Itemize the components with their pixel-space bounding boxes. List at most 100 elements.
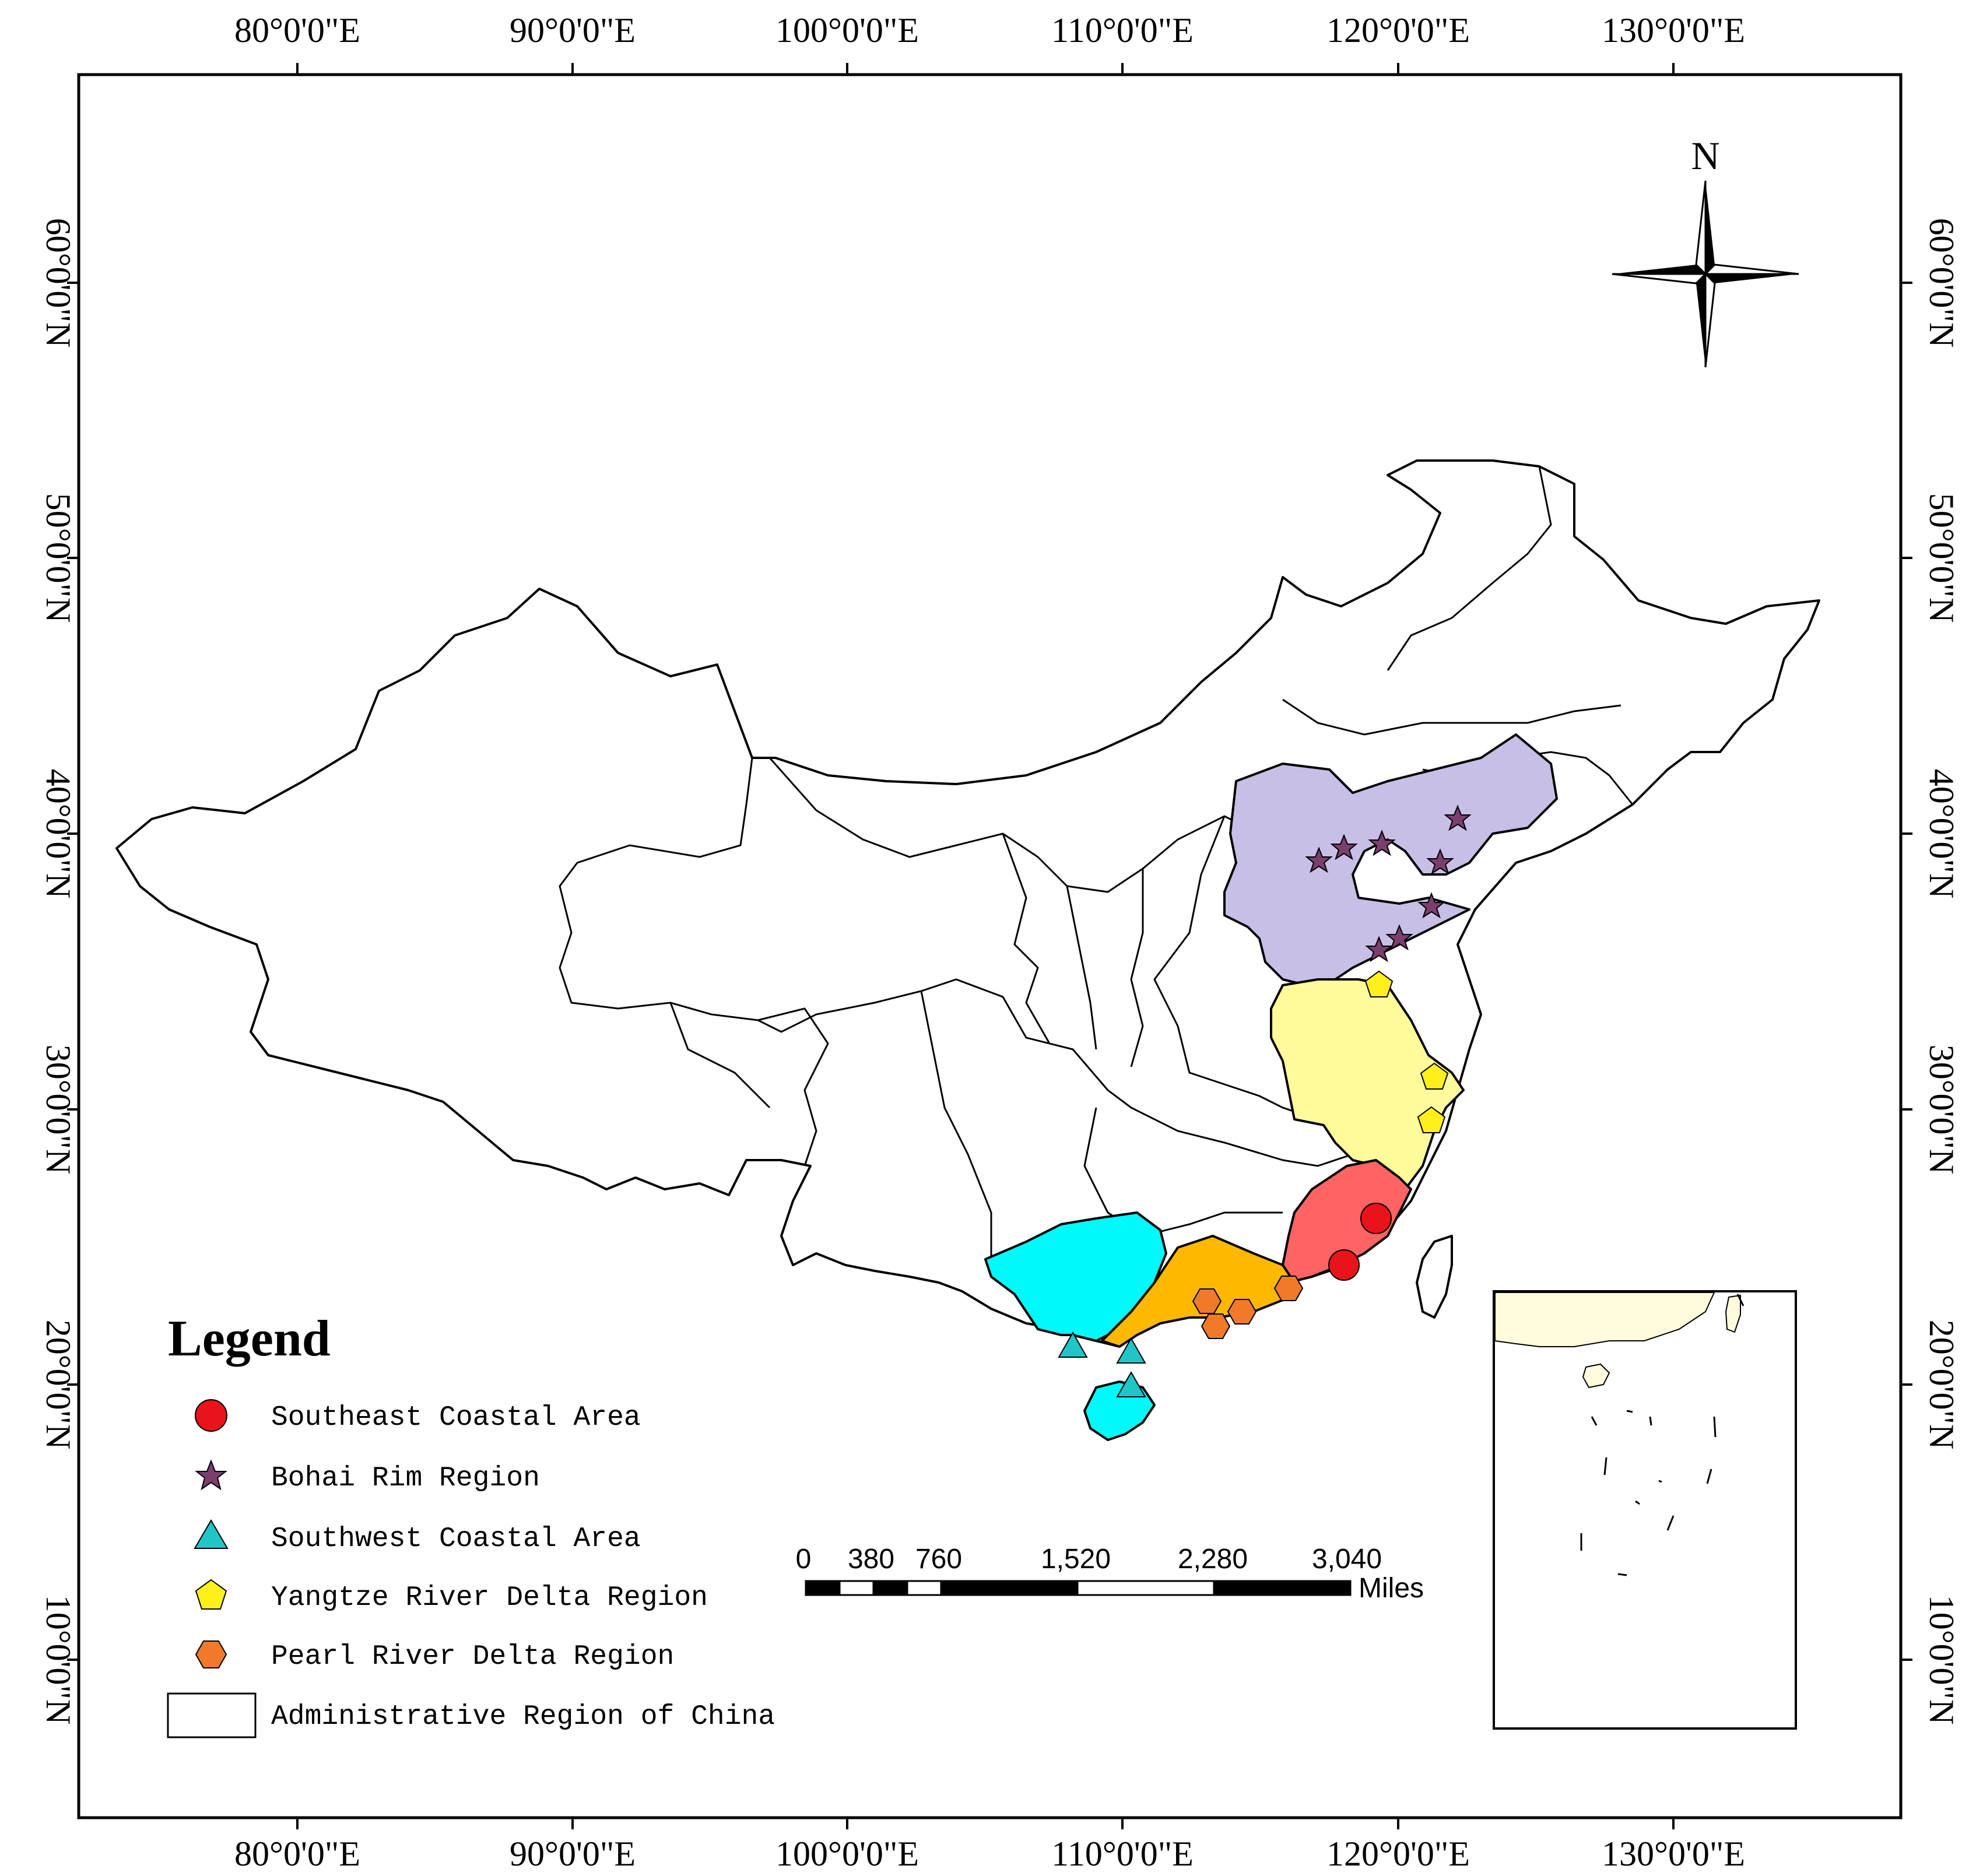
pearl-marker bbox=[1273, 1276, 1304, 1301]
legend-label-yangtze: Yangtze River Delta Region bbox=[271, 1582, 708, 1614]
inset-mainland bbox=[1494, 1292, 1715, 1347]
legend-label-bohai: Bohai Rim Region bbox=[271, 1463, 540, 1494]
legend-item-administrative: Administrative Region of China bbox=[167, 1692, 775, 1738]
bohai-marker bbox=[1368, 830, 1396, 856]
lat-label-30: 30°0'0"N bbox=[39, 1045, 78, 1175]
bohai-marker bbox=[1444, 804, 1472, 831]
china-outline bbox=[115, 459, 1820, 1348]
north-label: N bbox=[1691, 134, 1719, 178]
right-latitude-labels: 60°0'0"N 50°0'0"N 40°0'0"N 30°0'0"N 20°0… bbox=[1922, 218, 1961, 1725]
map-frame bbox=[77, 73, 1903, 1819]
scale-label-380: 380 bbox=[848, 1544, 894, 1575]
scale-label-760: 760 bbox=[915, 1544, 962, 1575]
legend-label-southeast: Southeast Coastal Area bbox=[271, 1402, 641, 1434]
pearl-marker bbox=[1201, 1313, 1231, 1339]
red-circle-icon bbox=[195, 1399, 227, 1432]
scale-label-0: 0 bbox=[796, 1544, 812, 1575]
lon-label-100: 100°0'0"E bbox=[775, 11, 919, 50]
teal-triangle-icon bbox=[194, 1519, 229, 1549]
tick-marks bbox=[67, 63, 1912, 1829]
legend: Legend Southeast Coastal Area Bohai Rim … bbox=[167, 1311, 775, 1738]
bohai-marker bbox=[1385, 924, 1413, 951]
lat-label-50-right: 50°0'0"N bbox=[1922, 493, 1961, 623]
bohai-rim-region-area bbox=[1223, 733, 1558, 986]
lat-label-20-right: 20°0'0"N bbox=[1922, 1320, 1961, 1450]
white-rectangle-icon bbox=[167, 1692, 257, 1738]
bohai-marker bbox=[1330, 834, 1358, 860]
lat-label-60-right: 60°0'0"N bbox=[1922, 218, 1961, 348]
scale-unit-label: Miles bbox=[1359, 1573, 1424, 1604]
lon-label-100-bottom: 100°0'0"E bbox=[775, 1835, 919, 1873]
lon-label-120-bottom: 120°0'0"E bbox=[1326, 1835, 1470, 1873]
yangtze-river-delta-area bbox=[1270, 978, 1465, 1190]
southwest-marker bbox=[1116, 1337, 1146, 1364]
legend-item-yangtze: Yangtze River Delta Region bbox=[195, 1579, 708, 1614]
lon-label-120: 120°0'0"E bbox=[1326, 11, 1470, 50]
pearl-river-markers bbox=[1192, 1276, 1304, 1339]
lon-label-90-bottom: 90°0'0"E bbox=[510, 1835, 636, 1873]
legend-item-bohai: Bohai Rim Region bbox=[195, 1459, 540, 1494]
southeast-marker bbox=[1328, 1249, 1360, 1281]
bohai-rim-markers bbox=[1305, 804, 1472, 962]
legend-item-pearl: Pearl River Delta Region bbox=[195, 1640, 674, 1673]
lat-label-50: 50°0'0"N bbox=[39, 493, 78, 623]
bottom-longitude-labels: 80°0'0"E 90°0'0"E 100°0'0"E 110°0'0"E 12… bbox=[234, 1835, 1745, 1873]
southeast-markers bbox=[1328, 1203, 1392, 1281]
lon-label-110-bottom: 110°0'0"E bbox=[1051, 1835, 1194, 1873]
inset-taiwan bbox=[1725, 1294, 1741, 1333]
scale-label-3040: 3,040 bbox=[1312, 1544, 1382, 1575]
lat-label-40: 40°0'0"N bbox=[39, 769, 78, 899]
lon-label-80: 80°0'0"E bbox=[234, 11, 360, 50]
southwest-coastal-area bbox=[984, 1211, 1167, 1342]
lat-label-30-right: 30°0'0"N bbox=[1922, 1045, 1961, 1175]
lat-label-10: 10°0'0"N bbox=[39, 1595, 78, 1725]
lon-label-130: 130°0'0"E bbox=[1602, 11, 1745, 50]
bohai-marker bbox=[1426, 848, 1454, 875]
yangtze-markers bbox=[1364, 970, 1449, 1133]
south-china-sea-inset bbox=[1493, 1290, 1797, 1730]
lon-label-80-bottom: 80°0'0"E bbox=[234, 1835, 360, 1873]
legend-item-southeast: Southeast Coastal Area bbox=[195, 1399, 641, 1434]
legend-item-southwest: Southwest Coastal Area bbox=[194, 1519, 641, 1555]
lat-label-60: 60°0'0"N bbox=[39, 218, 78, 348]
inset-hainan bbox=[1582, 1363, 1610, 1389]
lat-label-10-right: 10°0'0"N bbox=[1922, 1595, 1961, 1725]
legend-title: Legend bbox=[168, 1311, 331, 1367]
scale-bar-segments bbox=[805, 1580, 1352, 1596]
lat-label-20: 20°0'0"N bbox=[39, 1320, 78, 1450]
scale-label-2280: 2,280 bbox=[1178, 1544, 1248, 1575]
hainan-island bbox=[1083, 1380, 1156, 1441]
legend-label-administrative: Administrative Region of China bbox=[271, 1701, 775, 1733]
orange-hexagon-icon bbox=[195, 1640, 227, 1668]
taiwan-island bbox=[1416, 1235, 1453, 1319]
north-arrow: N bbox=[1612, 134, 1799, 368]
legend-label-southwest: Southwest Coastal Area bbox=[271, 1523, 641, 1555]
southwest-markers bbox=[1058, 1331, 1146, 1397]
bohai-marker bbox=[1305, 846, 1333, 873]
legend-label-pearl: Pearl River Delta Region bbox=[271, 1641, 674, 1673]
scale-label-1520: 1,520 bbox=[1041, 1544, 1111, 1575]
internal-province-boundaries bbox=[559, 466, 1634, 1271]
yangtze-marker bbox=[1417, 1106, 1446, 1133]
yangtze-marker bbox=[1420, 1062, 1449, 1090]
southeast-marker bbox=[1360, 1203, 1392, 1234]
lon-label-90: 90°0'0"E bbox=[510, 11, 636, 50]
lat-label-40-right: 40°0'0"N bbox=[1922, 769, 1961, 899]
scale-bar: 0 380 760 1,520 2,280 3,040 Miles bbox=[796, 1544, 1424, 1604]
inset-islands bbox=[1580, 1294, 1745, 1576]
pearl-marker bbox=[1227, 1299, 1257, 1325]
lon-label-130-bottom: 130°0'0"E bbox=[1602, 1835, 1745, 1873]
purple-star-icon bbox=[195, 1459, 227, 1491]
left-latitude-labels: 60°0'0"N 50°0'0"N 40°0'0"N 30°0'0"N 20°0… bbox=[39, 218, 78, 1725]
yellow-pentagon-icon bbox=[195, 1579, 227, 1610]
bohai-marker bbox=[1417, 892, 1445, 919]
compass-rose-icon bbox=[1612, 180, 1799, 368]
yangtze-marker bbox=[1364, 970, 1394, 997]
southwest-marker bbox=[1116, 1371, 1146, 1397]
bohai-marker bbox=[1365, 936, 1393, 962]
southeast-coastal-area bbox=[1282, 1159, 1412, 1284]
southwest-marker bbox=[1058, 1331, 1088, 1358]
lon-label-110: 110°0'0"E bbox=[1051, 11, 1194, 50]
top-longitude-labels: 80°0'0"E 90°0'0"E 100°0'0"E 110°0'0"E 12… bbox=[234, 11, 1745, 50]
